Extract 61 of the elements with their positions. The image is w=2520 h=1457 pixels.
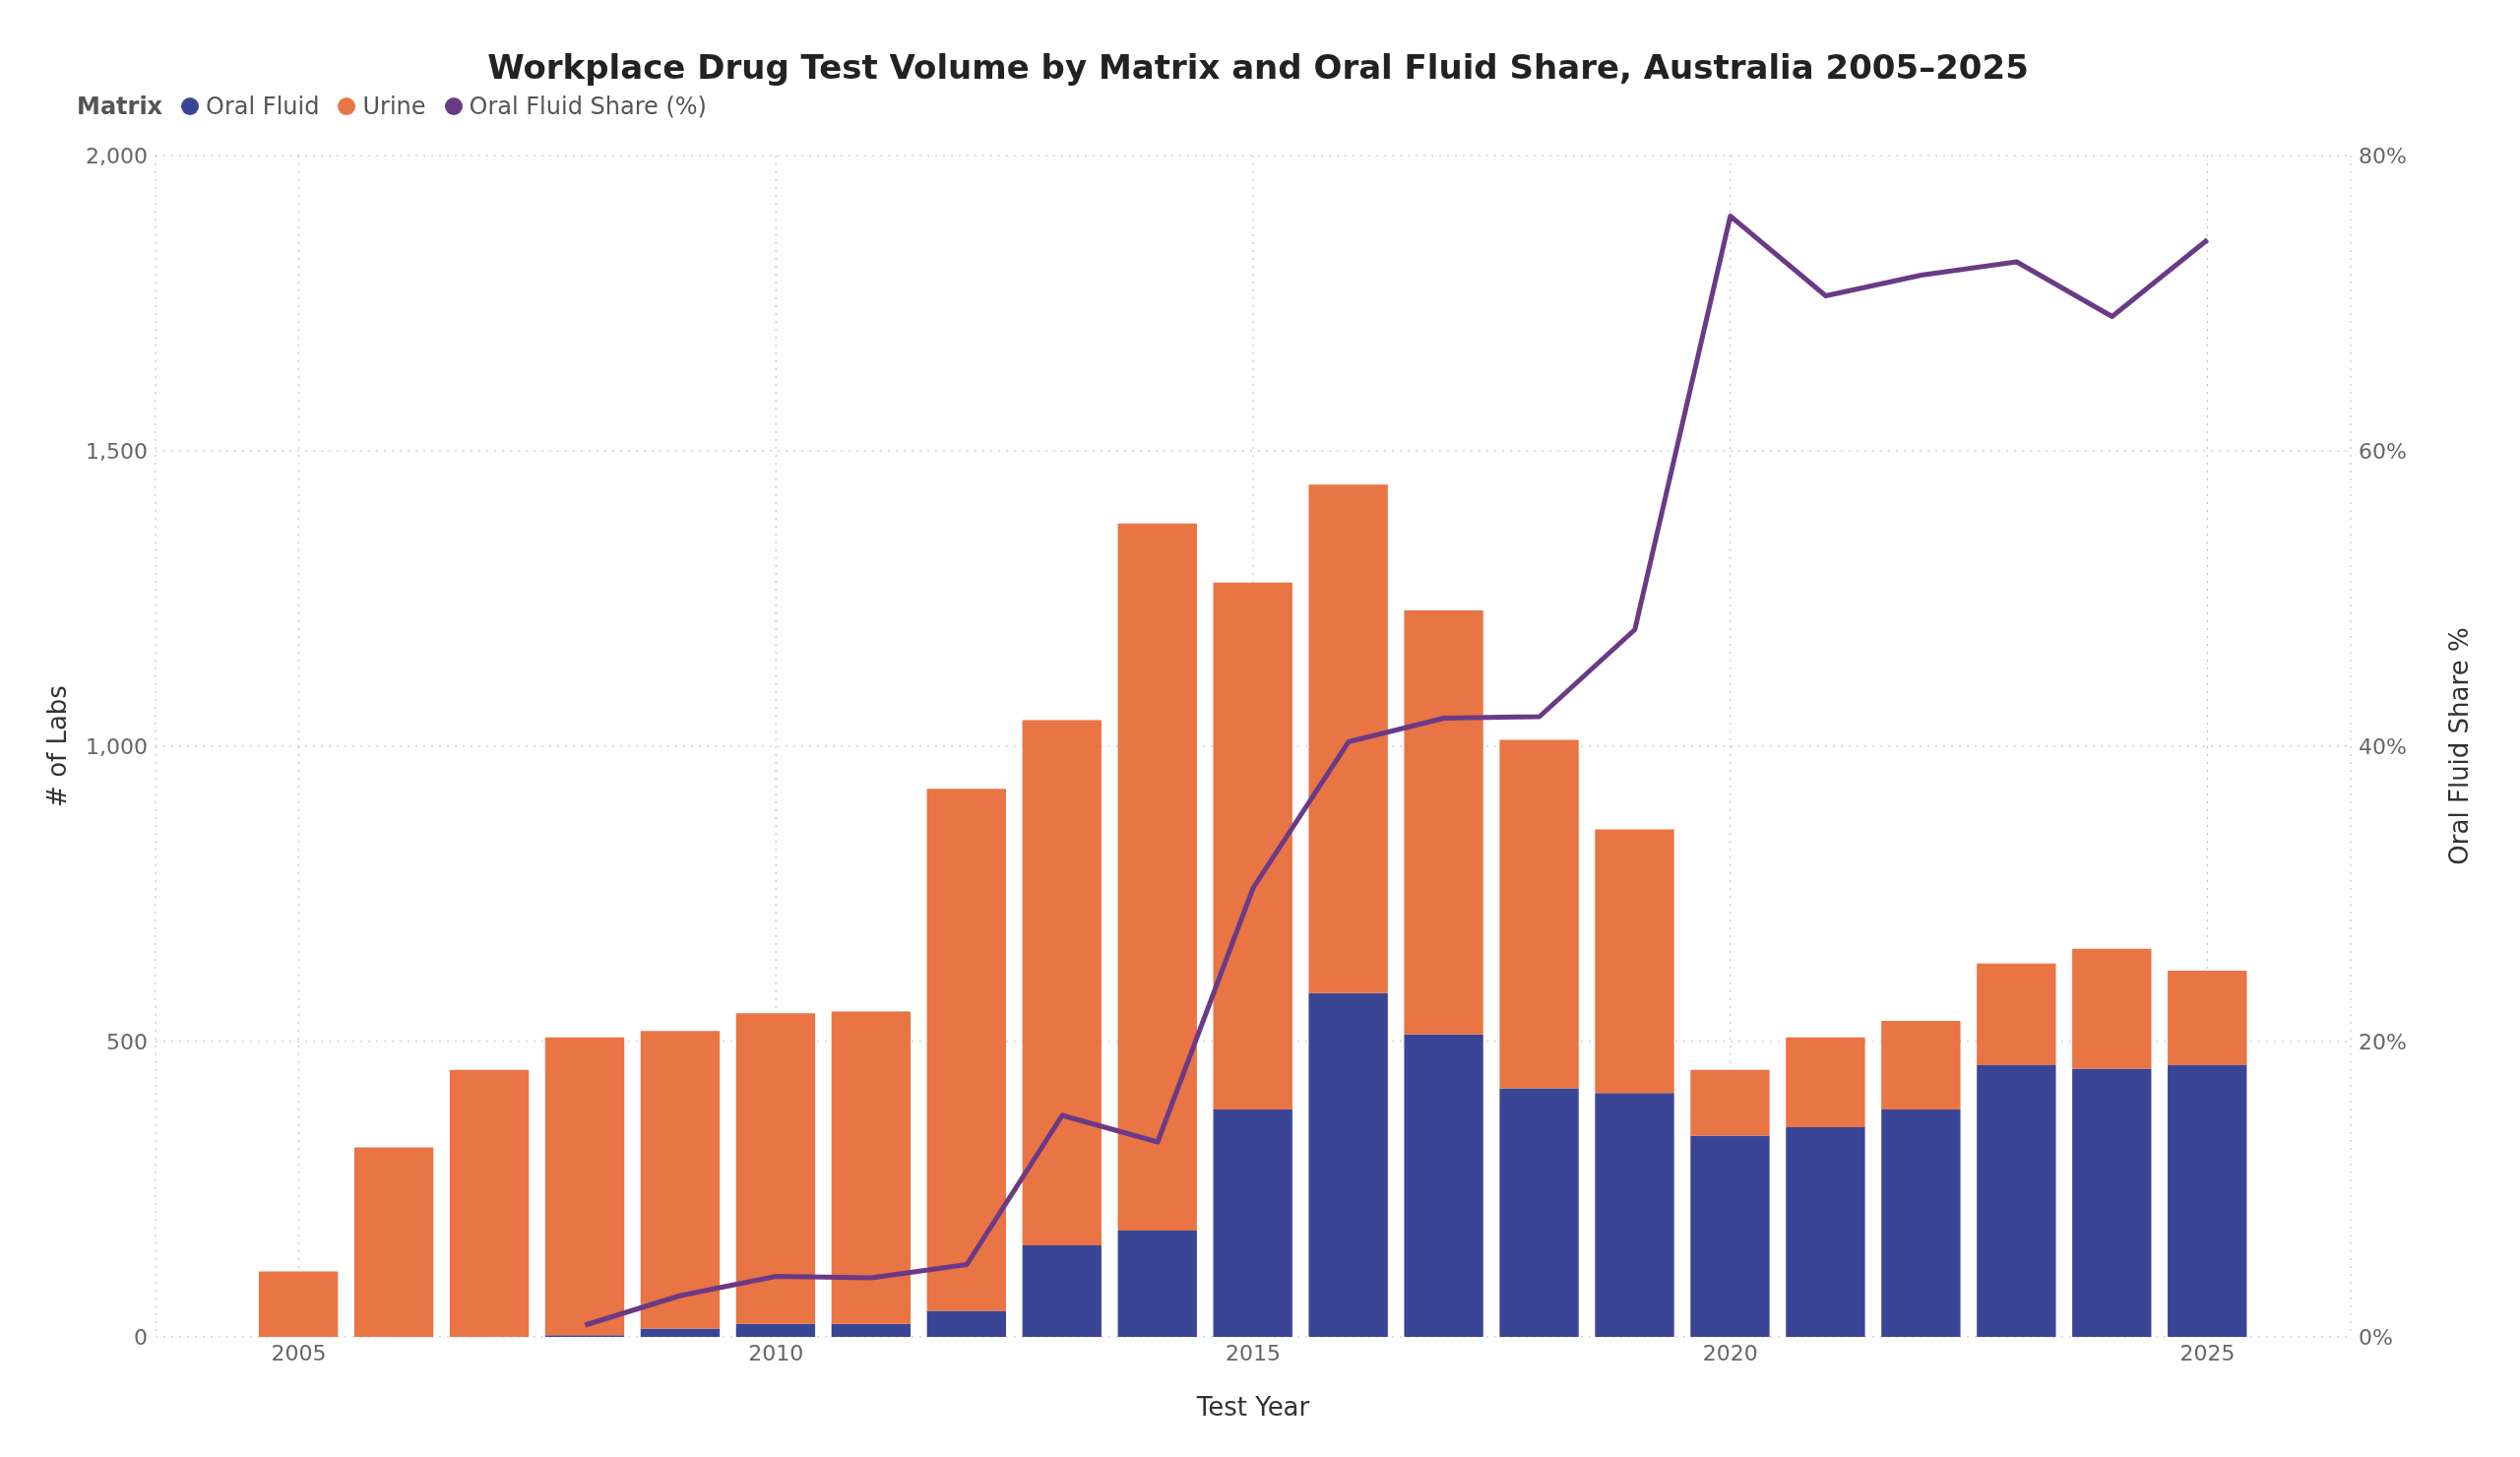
bar <box>1022 720 1102 1245</box>
bar <box>1308 484 1388 993</box>
bar <box>2168 1065 2247 1337</box>
bar <box>1690 1135 1770 1337</box>
x-tick-label: 2020 <box>1702 1340 1758 1365</box>
y2-tick-label: 0% <box>2359 1324 2393 1350</box>
y2-axis-title: Oral Fluid Share % <box>2444 627 2475 865</box>
bar <box>1595 829 1674 1094</box>
bar <box>735 1323 816 1337</box>
bar <box>1404 610 1483 1035</box>
y-tick-label: 500 <box>106 1030 148 1054</box>
bar <box>1404 1034 1483 1337</box>
bar <box>1881 1021 1961 1109</box>
bar <box>1595 1093 1674 1337</box>
bar <box>1786 1127 1865 1337</box>
bar <box>1213 1109 1292 1337</box>
bar <box>926 1310 1006 1337</box>
bar <box>1977 1065 2056 1337</box>
bar <box>926 789 1006 1311</box>
y2-tick-label: 80% <box>2359 143 2407 168</box>
bar <box>1881 1109 1961 1337</box>
bar <box>640 1031 721 1329</box>
bar <box>353 1147 434 1337</box>
bar <box>831 1011 912 1324</box>
y2-tick-label: 60% <box>2359 438 2407 464</box>
y-tick-label: 2,000 <box>86 144 148 168</box>
legend-label: Oral Fluid Share (%) <box>468 93 707 120</box>
bar <box>449 1069 530 1337</box>
legend-title: Matrix <box>77 93 163 120</box>
x-axis-title: Test Year <box>1195 1392 1310 1422</box>
bar <box>2072 948 2152 1069</box>
x-tick-label: 2015 <box>1226 1340 1281 1365</box>
bar <box>1977 963 2056 1065</box>
bar <box>2168 971 2247 1065</box>
y-tick-label: 1,000 <box>86 734 148 759</box>
y-tick-label: 1,500 <box>86 439 148 464</box>
y2-tick-label: 20% <box>2359 1029 2407 1054</box>
legend-label: Urine <box>361 93 426 120</box>
y-axis-title: # of Labs <box>42 685 73 807</box>
bar <box>1499 1088 1579 1337</box>
bar <box>1117 1231 1197 1337</box>
bar <box>735 1013 816 1324</box>
bar <box>1308 992 1388 1337</box>
bar <box>1213 582 1292 1109</box>
bar <box>1499 739 1579 1089</box>
legend-label: Oral Fluid <box>205 93 320 120</box>
bar <box>831 1323 912 1337</box>
bar <box>258 1271 339 1337</box>
bar <box>544 1037 625 1336</box>
x-tick-label: 2005 <box>271 1340 327 1365</box>
bar <box>1117 523 1197 1231</box>
y-tick-label: 0 <box>134 1325 148 1350</box>
chart-title: Workplace Drug Test Volume by Matrix and Oral Fluid Share, Australia 2005–2025 <box>486 46 2030 87</box>
bar <box>1022 1245 1102 1337</box>
x-tick-label: 2010 <box>748 1340 804 1365</box>
bar <box>1690 1069 1770 1136</box>
bar <box>2072 1068 2152 1337</box>
y2-tick-label: 40% <box>2359 733 2407 759</box>
x-tick-label: 2025 <box>2179 1340 2236 1365</box>
bar <box>1786 1037 1865 1127</box>
bar <box>640 1328 721 1337</box>
